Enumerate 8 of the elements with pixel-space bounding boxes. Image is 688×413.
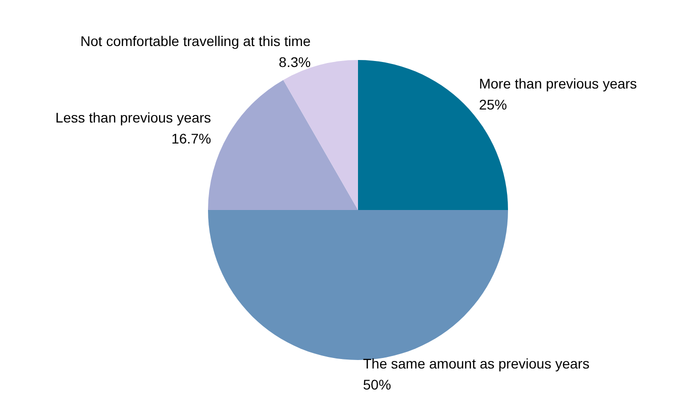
data-label: 8.3% [278, 54, 311, 70]
slice-label: The same amount as previous years [363, 356, 590, 372]
data-label: 16.7% [171, 130, 212, 146]
slice-label: Not comfortable travelling at this time [80, 33, 311, 50]
data-label: 25% [478, 96, 507, 113]
slice-label: Less than previous years [55, 109, 212, 126]
data-label: 50% [363, 376, 392, 392]
slice-label: More than previous years [478, 76, 637, 92]
